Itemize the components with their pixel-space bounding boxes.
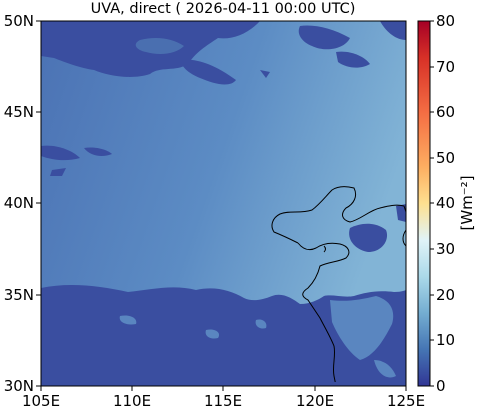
y-tick-label: 35N (4, 286, 34, 304)
y-tick-label: 40N (4, 194, 34, 212)
coastline (271, 186, 406, 386)
x-tick-label: 125E (387, 392, 425, 410)
colorbar-tick-label: 50 (436, 149, 455, 167)
colorbar-tick-label: 80 (436, 12, 455, 30)
colorbar-tick-label: 30 (436, 240, 455, 258)
x-tick-label: 120E (296, 392, 334, 410)
x-tick-label: 110E (113, 392, 151, 410)
colorbar-tick-label: 10 (436, 331, 455, 349)
colorbar-tick-label: 40 (436, 194, 455, 212)
x-tick-marks (40, 386, 407, 391)
y-tick-label: 50N (4, 12, 34, 30)
cloud-korea (349, 223, 388, 252)
uva-field (41, 21, 406, 386)
colorbar-tick-marks (430, 20, 434, 387)
colorbar-unit-label: [Wm⁻²] (458, 175, 476, 230)
map-title: UVA, direct ( 2026-04-11 00:00 UTC) (90, 1, 356, 17)
colorbar-tick-label: 70 (436, 58, 455, 76)
x-tick-label: 105E (22, 392, 60, 410)
colorbar-tick-label: 60 (436, 103, 455, 121)
colorbar (417, 20, 431, 387)
y-tick-marks (36, 20, 41, 387)
y-tick-label: 30N (4, 377, 34, 395)
x-tick-label: 115E (204, 392, 242, 410)
colorbar-tick-label: 0 (436, 377, 446, 395)
y-tick-label: 45N (4, 103, 34, 121)
colorbar-tick-label: 20 (436, 286, 455, 304)
cloud-patches (41, 21, 406, 386)
cloud-gaps (119, 296, 396, 378)
